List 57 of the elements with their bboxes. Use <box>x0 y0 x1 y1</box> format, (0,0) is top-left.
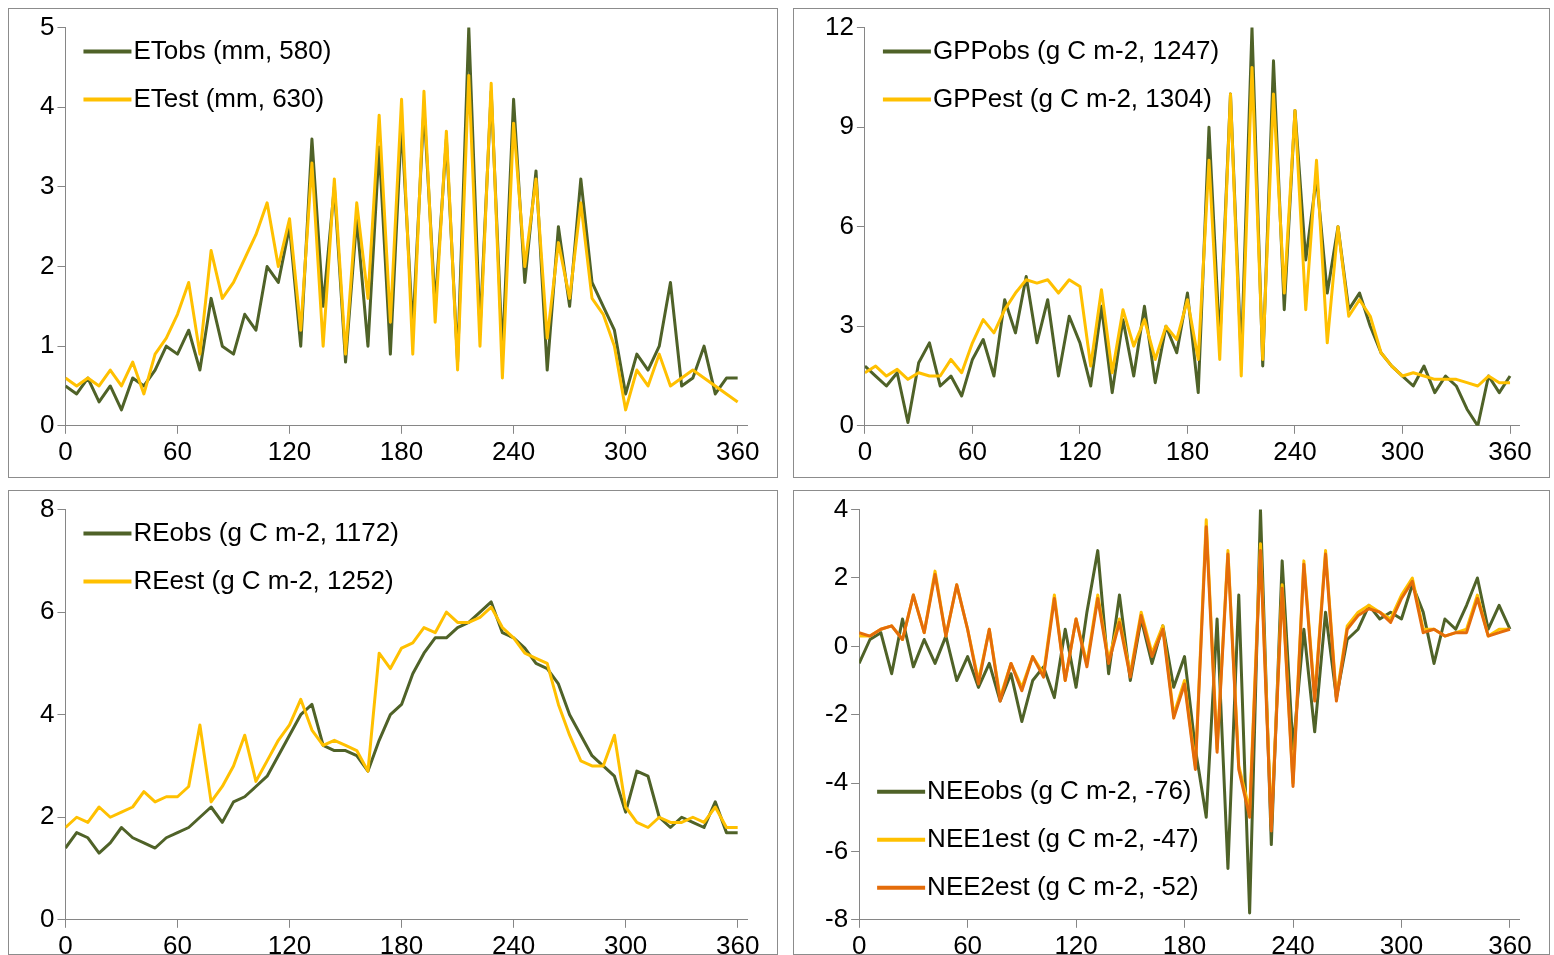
y-tick-label: -8 <box>824 902 849 933</box>
x-tick-label: 300 <box>603 929 648 955</box>
y-tick-label: 4 <box>39 697 55 728</box>
x-tick-label: 60 <box>163 435 192 466</box>
y-tick-label: -6 <box>824 834 849 865</box>
x-tick-label: 240 <box>491 435 536 466</box>
y-tick-label: 12 <box>825 10 854 41</box>
y-tick-label: 0 <box>833 629 849 660</box>
y-tick-label: 2 <box>39 800 55 831</box>
x-tick-label: 240 <box>1273 435 1317 466</box>
x-tick-label: 60 <box>163 929 192 955</box>
x-tick-label: 240 <box>491 929 536 955</box>
x-tick-label: 180 <box>1165 435 1210 466</box>
y-tick-label: 0 <box>39 902 55 933</box>
y-tick-label: 2 <box>833 561 849 592</box>
x-tick-label: 120 <box>267 929 312 955</box>
y-tick-label: 6 <box>39 595 55 626</box>
y-tick-label: 6 <box>839 209 854 240</box>
x-tick-label: 300 <box>603 435 648 466</box>
y-tick-label: 3 <box>39 170 55 201</box>
x-tick-label: 360 <box>715 435 760 466</box>
legend-label: GPPobs (g C m-2, 1247) <box>932 34 1220 65</box>
x-tick-label: 120 <box>1058 435 1102 466</box>
x-tick-label: 60 <box>953 929 983 955</box>
x-tick-label: 240 <box>1271 929 1315 955</box>
y-tick-label: 8 <box>39 492 55 523</box>
legend-label: NEEobs (g C m-2, -76) <box>927 774 1192 805</box>
x-tick-label: 180 <box>379 929 424 955</box>
legend-label: REobs (g C m-2, 1172) <box>133 516 399 547</box>
y-tick-label: 1 <box>39 329 55 360</box>
x-tick-label: 60 <box>957 435 987 466</box>
x-tick-label: 0 <box>58 929 73 955</box>
x-tick-label: 300 <box>1379 929 1424 955</box>
x-tick-label: 180 <box>379 435 424 466</box>
y-tick-label: 9 <box>839 110 854 141</box>
x-tick-label: 300 <box>1380 435 1425 466</box>
y-tick-label: 0 <box>839 408 854 439</box>
y-tick-label: 4 <box>39 90 55 121</box>
y-tick-label: 5 <box>39 10 55 41</box>
legend-label: ETobs (mm, 580) <box>133 34 332 65</box>
x-tick-label: 360 <box>715 929 760 955</box>
y-tick-label: 3 <box>839 309 854 340</box>
y-tick-label: -4 <box>824 766 849 797</box>
y-tick-label: 4 <box>833 492 849 523</box>
y-tick-label: -2 <box>824 697 849 728</box>
y-tick-label: 2 <box>39 249 55 280</box>
legend-label: NEE2est (g C m-2, -52) <box>927 870 1199 901</box>
x-tick-label: 120 <box>267 435 312 466</box>
legend-label: GPPest (g C m-2, 1304) <box>932 82 1212 113</box>
x-tick-label: 360 <box>1488 435 1532 466</box>
legend-label: REest (g C m-2, 1252) <box>133 564 394 595</box>
x-tick-label: 120 <box>1054 929 1098 955</box>
legend-label: NEE1est (g C m-2, -47) <box>927 822 1199 853</box>
x-tick-label: 180 <box>1162 929 1207 955</box>
y-tick-label: 0 <box>39 408 55 439</box>
legend-label: ETest (mm, 630) <box>133 82 325 113</box>
x-tick-label: 360 <box>1488 929 1532 955</box>
